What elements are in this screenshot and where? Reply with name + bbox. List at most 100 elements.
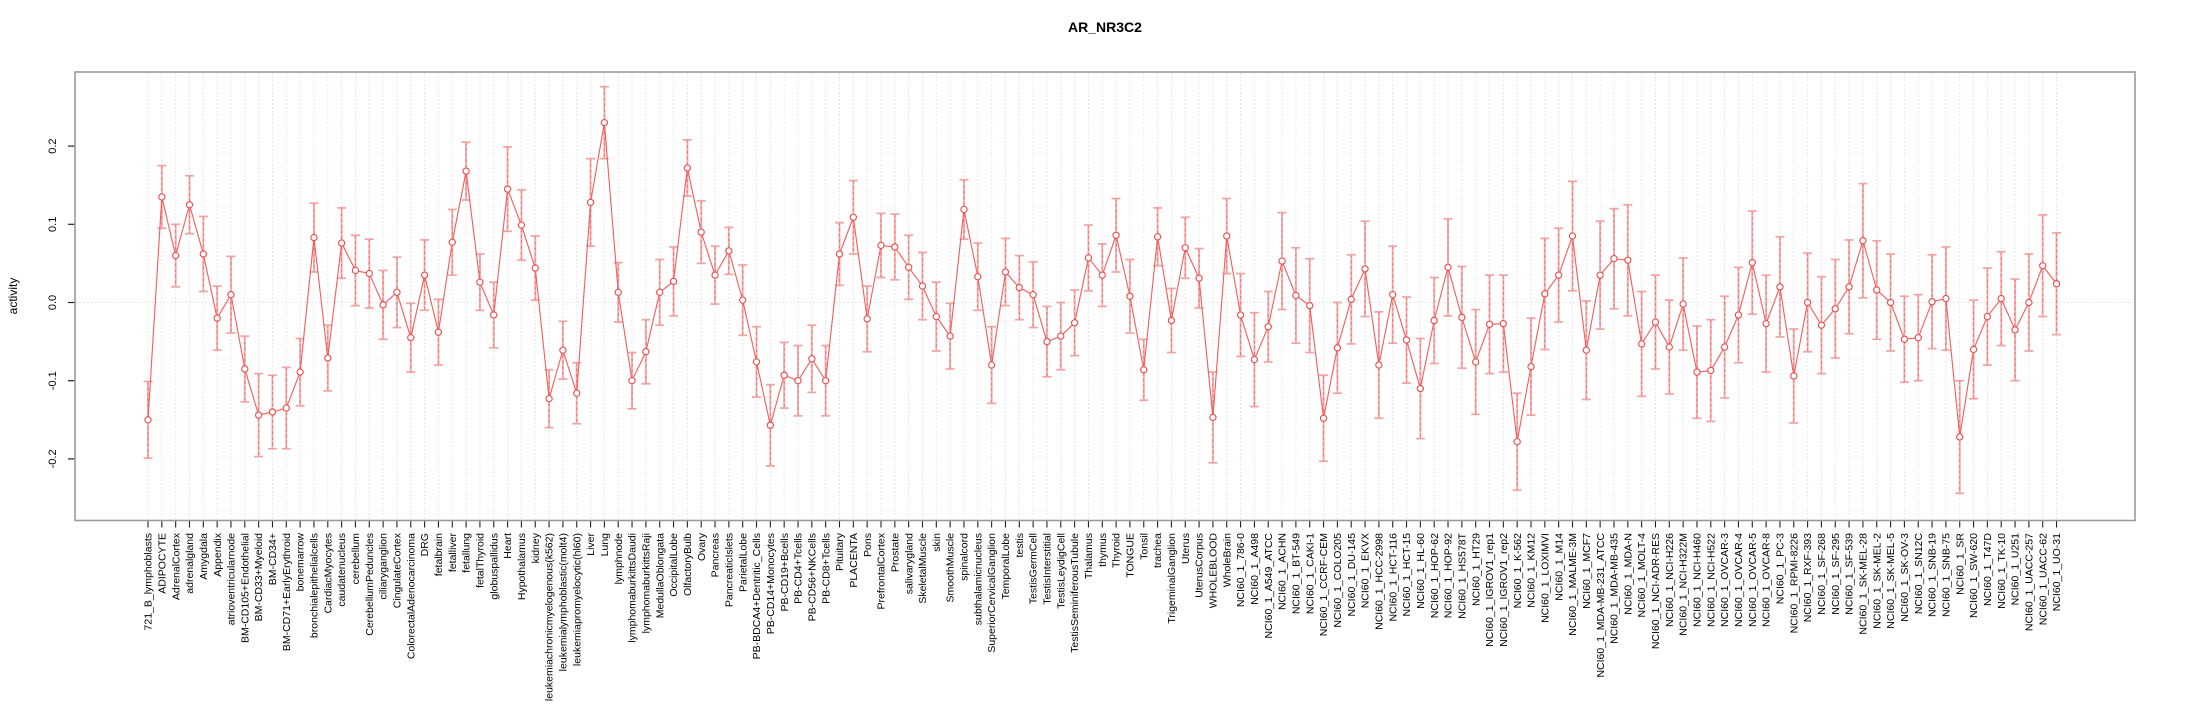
data-point — [1762, 319, 1770, 328]
data-point — [711, 271, 719, 279]
data-point — [656, 288, 664, 297]
x-tick-label: NCI60_1_SF-295 — [1830, 533, 1842, 615]
data-point — [1140, 366, 1148, 374]
data-point — [1541, 290, 1549, 298]
data-point — [1720, 343, 1729, 351]
x-tick-label: NCI60_1_HCT-15 — [1401, 533, 1413, 617]
data-point — [1167, 316, 1176, 325]
x-tick-label: NCI60_1_EKVX — [1360, 533, 1372, 608]
x-tick-label: NCI60_1_OVCAR-3 — [1719, 533, 1731, 627]
x-tick-label: NCI60_1_SK-OV-3 — [1899, 533, 1911, 622]
x-tick-label: thymus — [1097, 533, 1109, 567]
data-point — [877, 241, 885, 250]
x-tick-label: bronchialepithelialcells — [309, 533, 321, 638]
data-point — [863, 315, 871, 323]
data-point — [185, 201, 194, 209]
chart-title: AR_NR3C2 — [1068, 19, 1142, 35]
data-point — [766, 421, 775, 429]
x-tick-label: NCI60_1_TK-10 — [1996, 533, 2008, 609]
y-tick-label: -0.2 — [47, 449, 59, 468]
data-point — [835, 250, 844, 258]
data-point — [1375, 361, 1383, 369]
x-tick-label: fetalliver — [447, 533, 459, 573]
x-tick-label: NCI60_1_SR — [1954, 533, 1966, 595]
x-tick-label: Prostate — [889, 533, 901, 572]
y-tick-label: 0.1 — [47, 217, 59, 232]
data-point — [1776, 283, 1784, 291]
x-tick-label: Liver — [585, 533, 597, 556]
x-tick-label: Ovary — [696, 532, 708, 561]
data-point — [739, 296, 747, 304]
data-point — [1582, 346, 1590, 354]
data-point — [1873, 286, 1881, 294]
x-tick-label: Pituitary — [834, 532, 846, 571]
data-point — [1001, 268, 1010, 276]
data-point — [1886, 298, 1895, 307]
x-tick-label: NCI60_1_SK-MEL-2 — [1871, 533, 1883, 629]
data-point — [310, 233, 318, 242]
data-point — [434, 328, 443, 336]
x-tick-label: NCI60_1_A549_ATCC — [1263, 533, 1275, 639]
x-tick-label: PB-CD8+Tcells — [820, 533, 832, 604]
grid-layer — [76, 73, 2134, 520]
data-point — [849, 213, 858, 221]
x-tick-label: PB-CD56+NKCells — [806, 533, 818, 621]
x-tick-label: atrioventricularnode — [226, 533, 238, 625]
data-point — [918, 282, 927, 290]
x-tick-label: NCI60_1_SN12C — [1913, 533, 1925, 615]
x-tick-label: NCI60_1_SF-539 — [1844, 533, 1856, 615]
x-tick-label: NCI60_1_PC-3 — [1775, 533, 1787, 604]
data-point — [932, 312, 940, 321]
x-tick-label: NCI60_1_RXF-393 — [1802, 533, 1814, 622]
data-point — [808, 355, 816, 363]
data-point — [1748, 258, 1756, 267]
x-tick-label: subthalamicnucleus — [972, 533, 984, 625]
data-point — [1637, 340, 1646, 348]
x-tick-label: Hypothalamus — [516, 533, 528, 600]
data-point — [1057, 332, 1065, 340]
data-point — [725, 247, 733, 255]
x-tick-label: TestisSeminiferousTubule — [1069, 533, 1081, 653]
data-point — [2025, 298, 2033, 307]
x-tick-label: leukemiachronicmyelogenous(k562) — [544, 533, 556, 701]
x-tick-label: NCI60_1_NCI-H322M — [1678, 533, 1690, 636]
x-tick-label: PB-CD19+Bcells — [779, 533, 791, 612]
x-tick-label: PB-BDCA4+Dentritic_Cells — [751, 533, 763, 659]
data-point — [268, 408, 277, 416]
data-point — [1790, 372, 1798, 380]
x-tick-label: kidney — [530, 532, 542, 563]
data-point — [1900, 335, 1909, 343]
data-point — [1043, 337, 1051, 346]
x-tick-label: NCI60_1_SNB-75 — [1941, 533, 1953, 617]
x-tick-label: NCI60_1_HT29 — [1470, 533, 1482, 606]
x-tick-label: PrefrontalCortex — [876, 532, 888, 609]
data-point — [531, 264, 539, 272]
x-tick-label: UterusCorpus — [1194, 533, 1206, 598]
x-tick-label: NCI60_1_IGROV1_rep1 — [1484, 533, 1496, 647]
x-tick-label: NCI60_1_HCC-2998 — [1373, 533, 1385, 630]
data-point — [365, 269, 373, 278]
x-tick-label: adrenalgland — [184, 533, 196, 594]
x-tick-label: NCI60_1_COLO205 — [1332, 533, 1344, 628]
x-tick-label: NCI60_1_MALME-3M — [1567, 533, 1579, 636]
x-tick-label: NCI60_1_K-562 — [1512, 533, 1524, 608]
data-point — [1126, 292, 1134, 300]
x-tick-label: Amygdala — [198, 533, 210, 580]
x-tick-label: testis — [1014, 533, 1026, 558]
x-tick-label: NCI60_1_A498 — [1249, 533, 1261, 605]
x-tick-label: fetallung — [461, 533, 473, 573]
x-tick-label: DRG — [419, 533, 431, 556]
x-tick-label: Thalamus — [1083, 533, 1095, 579]
data-point — [559, 346, 567, 354]
y-axis-label: activity — [6, 278, 20, 315]
data-point — [351, 266, 360, 275]
x-tick-label: OlfactoryBulb — [682, 533, 694, 596]
x-tick-label: ADIPOCYTE — [156, 533, 168, 594]
data-point — [1624, 256, 1632, 264]
data-point — [1250, 355, 1259, 364]
x-tick-label: NCI60_1_NCI-H460 — [1692, 533, 1704, 627]
x-tick-label: NCI60_1_NCI-ADR-RES — [1650, 533, 1662, 649]
data-point — [1264, 323, 1272, 331]
data-point — [393, 288, 401, 297]
